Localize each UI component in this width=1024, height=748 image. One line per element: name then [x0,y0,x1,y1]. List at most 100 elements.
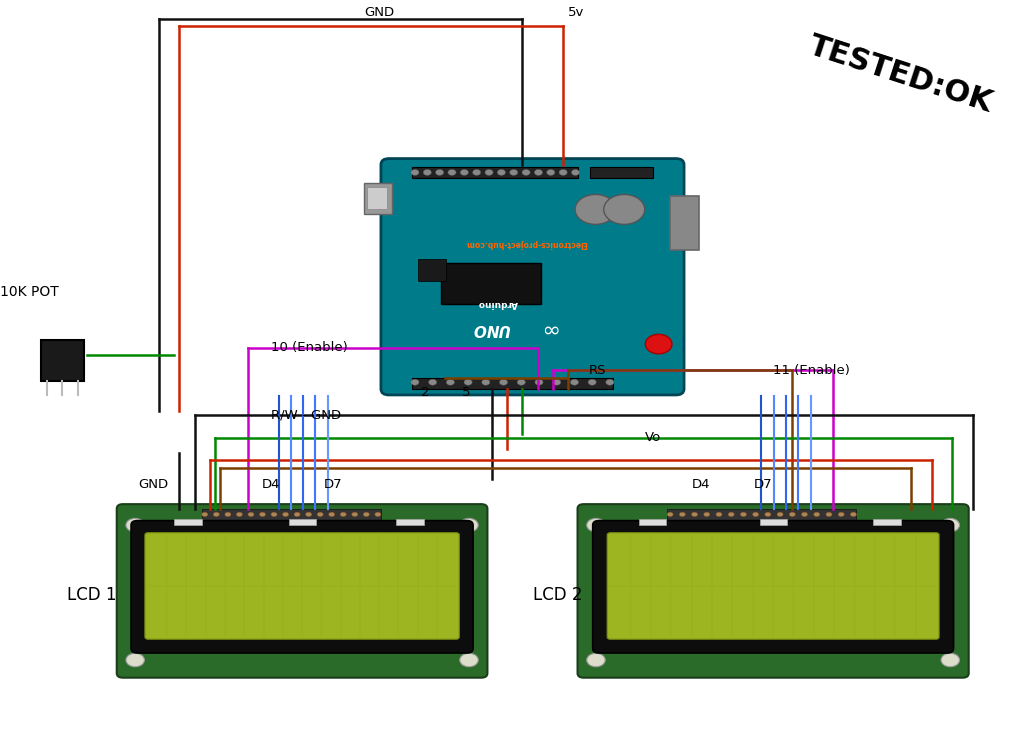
Text: 2: 2 [421,386,429,399]
Text: LCD 2: LCD 2 [534,586,583,604]
Text: D7: D7 [754,478,772,491]
Circle shape [294,512,300,517]
Circle shape [691,512,697,517]
Circle shape [446,379,455,385]
Bar [364,183,392,214]
Circle shape [570,379,579,385]
FancyBboxPatch shape [607,533,939,640]
Circle shape [716,512,722,517]
Circle shape [587,653,605,666]
Circle shape [464,379,472,385]
Circle shape [364,512,370,517]
Circle shape [703,512,710,517]
Circle shape [317,512,324,517]
Circle shape [329,512,335,517]
Circle shape [375,512,381,517]
Text: 5: 5 [462,386,470,399]
Circle shape [728,512,734,517]
Circle shape [460,518,478,532]
Circle shape [535,170,543,175]
Circle shape [553,379,561,385]
FancyBboxPatch shape [381,159,684,395]
Circle shape [248,512,254,517]
Text: D4: D4 [692,478,711,491]
Circle shape [259,512,265,517]
Circle shape [517,379,525,385]
Text: Electronics-project-hub.com: Electronics-project-hub.com [466,239,588,248]
Text: Vo: Vo [645,431,662,444]
Text: R/W - GND: R/W - GND [271,408,341,422]
Bar [440,263,541,304]
Bar [590,167,653,178]
Circle shape [481,379,489,385]
Bar [873,519,901,525]
Bar [412,167,579,178]
Circle shape [423,170,431,175]
Bar [202,509,381,520]
Circle shape [498,170,506,175]
Bar [412,378,612,389]
Bar [418,259,446,281]
Circle shape [802,512,808,517]
Text: TESTED:OK: TESTED:OK [806,31,996,118]
Text: RS: RS [589,364,606,377]
Circle shape [510,170,518,175]
Circle shape [777,512,783,517]
Circle shape [814,512,820,517]
Circle shape [460,653,478,666]
Circle shape [351,512,357,517]
Circle shape [941,518,959,532]
Bar [289,519,316,525]
Circle shape [645,334,672,354]
FancyBboxPatch shape [145,533,459,640]
Bar [367,187,387,209]
Circle shape [460,170,468,175]
Circle shape [679,512,685,517]
Circle shape [283,512,289,517]
Circle shape [587,518,605,532]
Circle shape [435,170,443,175]
Text: 5v: 5v [568,6,585,19]
Circle shape [305,512,311,517]
Circle shape [740,512,746,517]
Circle shape [126,518,144,532]
Bar [670,196,698,250]
Bar [41,340,84,381]
Circle shape [447,170,456,175]
Circle shape [850,512,856,517]
Circle shape [535,379,543,385]
Text: D4: D4 [262,478,281,491]
Circle shape [411,379,419,385]
Circle shape [473,170,481,175]
Circle shape [500,379,508,385]
Circle shape [571,170,580,175]
Text: LCD 1: LCD 1 [68,586,117,604]
Circle shape [411,170,419,175]
Bar [639,519,667,525]
Circle shape [838,512,844,517]
Circle shape [126,653,144,666]
Circle shape [225,512,231,517]
Bar [760,519,787,525]
Bar [174,519,202,525]
FancyBboxPatch shape [578,504,969,678]
Bar [396,519,424,525]
FancyBboxPatch shape [593,521,953,653]
Text: Arduino: Arduino [478,299,518,308]
Circle shape [790,512,796,517]
Circle shape [547,170,555,175]
Circle shape [588,379,596,385]
Circle shape [575,194,616,224]
Circle shape [667,512,673,517]
Text: 10K POT: 10K POT [0,285,58,298]
Text: GND: GND [364,6,394,19]
FancyBboxPatch shape [131,521,473,653]
Circle shape [429,379,437,385]
Text: UNO: UNO [470,321,509,336]
Text: D7: D7 [324,478,342,491]
Circle shape [559,170,567,175]
Circle shape [237,512,243,517]
Circle shape [202,512,208,517]
Circle shape [271,512,278,517]
Circle shape [213,512,219,517]
